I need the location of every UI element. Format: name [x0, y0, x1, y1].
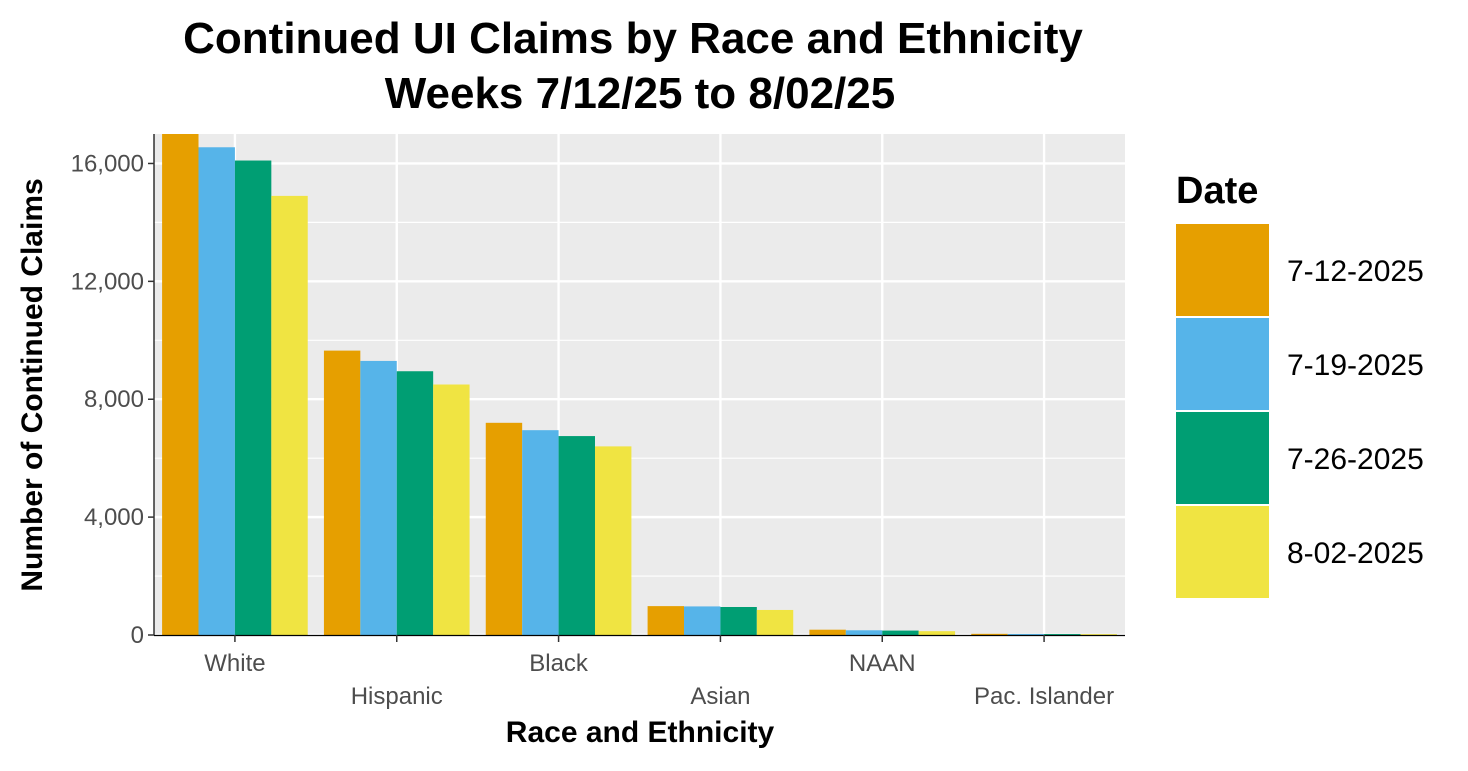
- legend-key: [1176, 412, 1269, 504]
- chart-title: Continued UI Claims by Race and Ethnicit…: [183, 14, 1083, 63]
- bar: [1080, 634, 1117, 635]
- axes: 0 4,000 8,000 12,000 16,000 White Hispanic Blac…: [71, 134, 1125, 710]
- bar: [756, 609, 794, 635]
- bar: [360, 360, 397, 635]
- legend-label: 7-12-2025: [1287, 255, 1424, 288]
- y-tick-label: 4,000: [84, 504, 144, 531]
- bar: [396, 371, 434, 635]
- legend-title: Date: [1176, 170, 1258, 212]
- bar: [323, 350, 361, 635]
- bar: [1044, 634, 1081, 635]
- legend: 7-12-2025 7-19-2025 7-26-2025 8-02-2025: [1176, 224, 1424, 598]
- chart-subtitle: Weeks 7/12/25 to 8/02/25: [385, 69, 895, 118]
- legend-label: 8-02-2025: [1287, 537, 1424, 570]
- y-tick-label: 12,000: [71, 268, 144, 295]
- bar: [1007, 633, 1045, 635]
- x-tick-label: Asian: [690, 683, 750, 710]
- legend-key: [1176, 224, 1269, 316]
- plot-panel: [154, 134, 1125, 635]
- y-tick-label: 0: [131, 622, 144, 649]
- x-tick-label: NAAN: [849, 650, 916, 677]
- bar: [433, 384, 470, 635]
- bar: [882, 630, 919, 635]
- bar: [271, 195, 308, 635]
- bar: [845, 630, 883, 635]
- bar: [647, 606, 685, 635]
- bar: [809, 629, 846, 635]
- bar: [558, 436, 595, 635]
- bar: [918, 631, 956, 635]
- legend-label: 7-19-2025: [1287, 349, 1424, 382]
- bars: [162, 134, 1117, 635]
- y-axis-title: Number of Continued Claims: [16, 178, 49, 591]
- y-tick-label: 16,000: [71, 150, 144, 177]
- legend-key: [1176, 318, 1269, 410]
- bar: [198, 147, 235, 635]
- x-axis-title: Race and Ethnicity: [506, 716, 775, 749]
- bar: [234, 160, 272, 635]
- bar: [594, 446, 632, 635]
- y-tick-label: 8,000: [84, 386, 144, 413]
- x-tick-label: White: [204, 650, 265, 677]
- bar: [720, 607, 757, 635]
- legend-label: 7-26-2025: [1287, 443, 1424, 476]
- x-tick-label: Black: [529, 650, 589, 677]
- bar: [971, 633, 1008, 635]
- legend-key: [1176, 506, 1269, 598]
- bar: [485, 422, 523, 635]
- bar: [162, 134, 199, 635]
- x-tick-label: Hispanic: [351, 683, 443, 710]
- x-tick-label: Pac. Islander: [974, 683, 1114, 710]
- bar: [684, 606, 721, 635]
- bar: [522, 430, 559, 635]
